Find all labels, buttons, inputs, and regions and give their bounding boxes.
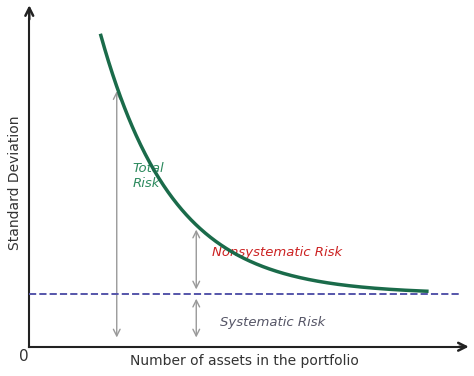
Y-axis label: Standard Deviation: Standard Deviation [9,115,22,250]
X-axis label: Number of assets in the portfolio: Number of assets in the portfolio [129,354,358,368]
Text: Systematic Risk: Systematic Risk [220,316,325,329]
Text: Nonsystematic Risk: Nonsystematic Risk [212,246,342,259]
Text: 0: 0 [18,349,28,364]
Text: Total
Risk: Total Risk [133,162,164,190]
